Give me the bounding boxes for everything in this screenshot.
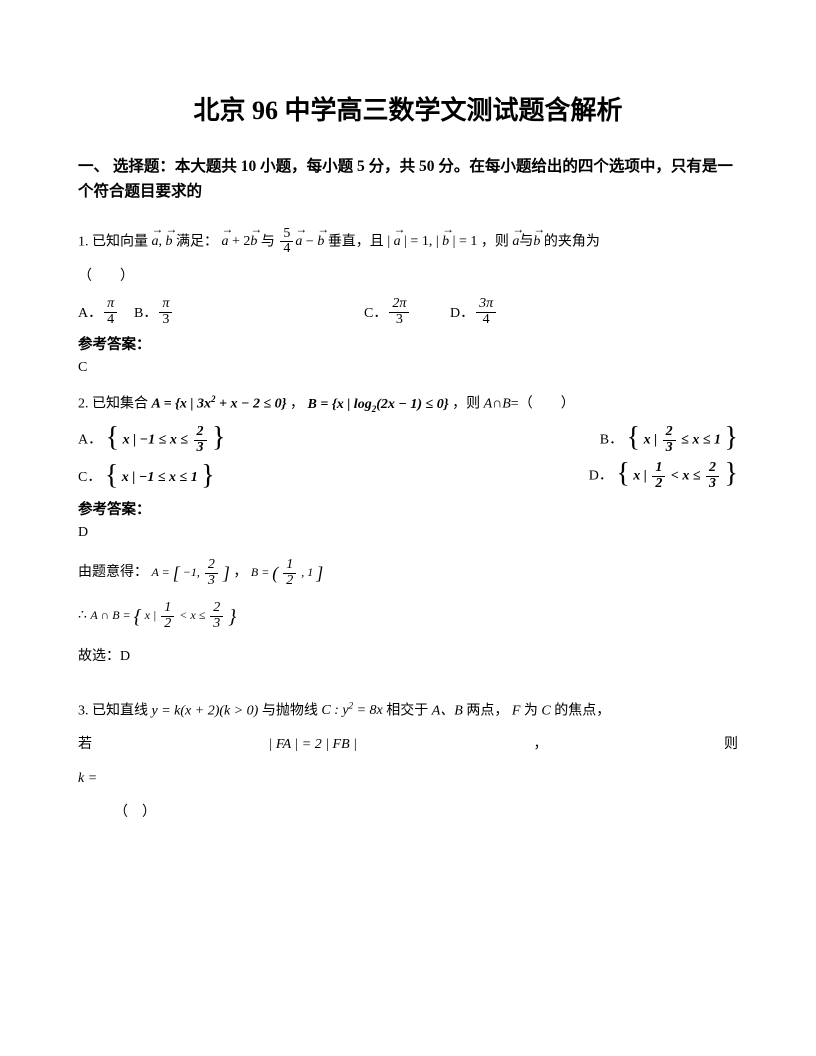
q3-condition: | FA | = 2 | FB | [269,731,358,759]
q1-expr1: a + 2b [222,228,258,256]
q3-C: C [541,703,550,718]
q1-options: A． π4 B． π3 C． 2π3 D． 3π4 [78,297,738,327]
q2-sol-pre: 由题意得： [78,565,148,580]
q1-optB-label: B． [134,302,157,322]
q1-optD-frac: 3π4 [476,297,496,327]
q3-mid4: 为 [524,703,538,718]
brace-icon: } [212,430,225,447]
brace-icon: { [616,466,629,483]
q1-expr2-num: 5 [280,227,293,243]
q1-paren: （ ） [78,263,738,291]
q1-tail: 的夹角为 [544,234,600,249]
q1-optB-frac: π3 [159,297,172,327]
q3-mid5: 的焦点， [554,703,610,718]
q3-k-equals: k = [78,765,738,793]
brace-icon: } [201,468,214,485]
q1-prefix: 1. 已知向量 [78,234,148,249]
q1-optD-label: D． [450,302,474,322]
q1-answer: C [78,360,738,376]
q1-mid2: 与 [261,234,275,249]
brace-icon: { [105,468,118,485]
q2-sol-A: A = [ −1, 23 ] [152,565,230,579]
q1-vectors-ab: a, b [152,228,173,256]
q3-mid2: 相交于 [386,703,428,718]
q1-mid1: 满足： [176,234,218,249]
q2-optC-body: x | −1 ≤ x ≤ 1 [122,470,198,486]
q1-optC-frac: 2π3 [389,297,409,327]
q2-solution-line2: ∴ A ∩ B = { x | 12 < x ≤ 23 } [78,597,738,637]
brace-icon: { [106,430,119,447]
q1-optA-label: A． [78,302,102,322]
question-3: 3. 已知直线 y = k(x + 2)(k > 0) 与抛物线 C : y2 … [78,697,738,726]
q2-options-row1: A． { x | −1 ≤ x ≤ 23 } B． { x | 23 ≤ x ≤… [78,425,738,455]
q2-eq: =（ ） [511,397,575,412]
brace-icon: { [627,430,640,447]
q3-k-eq: k = [78,771,97,786]
q2-optA-body: x | −1 ≤ x ≤ 23 [123,425,209,455]
section-heading: 一、 选择题：本大题共 10 小题，每小题 5 分，共 50 分。在每小题给出的… [78,155,738,205]
q1-mid4: ，则 [481,234,509,249]
q3-parabola: C : y2 = 8x [321,703,382,718]
q2-sol-therefore: ∴ [78,608,90,623]
q3-mid1: 与抛物线 [262,703,318,718]
q1-expr2: 54a − b [278,227,324,257]
q2-answer: D [78,525,738,541]
q1-answer-label: 参考答案： [78,333,738,354]
q2-sol-comma: ， [233,565,247,580]
q1-optC-label: C． [364,302,387,322]
q2-sol-AB: A ∩ B = { x | 12 < x ≤ 23 } [90,608,236,622]
q2-comma1: ， [290,397,304,412]
q2-answer-label: 参考答案： [78,498,738,519]
q2-setA: A = {x | 3x2 + x − 2 ≤ 0} [152,390,287,419]
q2-prefix: 2. 已知集合 [78,397,148,412]
q3-line2-l: 若 [78,731,92,759]
q3-F: F [512,703,521,718]
q1-expr3: a与b [512,228,540,256]
q2-sol-B: B = ( 12 , 1 ] [251,565,323,579]
page-title: 北京 96 中学高三数学文测试题含解析 [78,90,738,127]
q2-mid: ，则 [452,397,484,412]
exam-page: 北京 96 中学高三数学文测试题含解析 一、 选择题：本大题共 10 小题，每小… [0,0,816,873]
q2-options-row2: C． { x | −1 ≤ x ≤ 1 } D． { x | 12 < x ≤ … [78,461,738,491]
q2-solution-line1: 由题意得： A = [ −1, 23 ] ， B = ( 12 , 1 ] [78,555,738,591]
q3-paren: （ ） [78,799,738,827]
q2-optB-body: x | 23 ≤ x ≤ 1 [644,425,721,455]
q1-magnitudes: | a | = 1, | b | = 1 [387,228,477,256]
question-1: 1. 已知向量 a, b 满足： a + 2b 与 54a − b 垂直，且 |… [78,227,738,257]
q3-line2: 若 | FA | = 2 | FB | ， 则 [78,731,738,759]
q2-optD-body: x | 12 < x ≤ 23 [633,461,721,491]
question-2: 2. 已知集合 A = {x | 3x2 + x − 2 ≤ 0} ， B = … [78,390,738,419]
q2-solution-final: 故选：D [78,643,738,671]
brace-icon: } [725,466,738,483]
q3-line2-c: ， [534,731,548,759]
q1-mid3: 垂直，且 [328,234,384,249]
q2-AcapB: A∩B [484,397,511,412]
q2-setB: B = {x | log2(2x − 1) ≤ 0} [308,391,449,419]
q2-optA-label: A． [78,432,102,447]
q3-line-eq: y = k(x + 2)(k > 0) [152,703,259,718]
q3-line2-r: 则 [724,731,738,759]
q3-prefix: 3. 已知直线 [78,703,148,718]
brace-icon: } [725,430,738,447]
q3-mid3: 两点， [466,703,508,718]
q1-optA-frac: π4 [104,297,117,327]
q2-optC-label: C． [78,470,101,485]
q2-optD-label: D． [589,469,613,484]
q1-expr2-den: 4 [280,242,293,257]
q2-optB-label: B． [600,432,623,447]
q3-points: A、B [432,703,463,718]
